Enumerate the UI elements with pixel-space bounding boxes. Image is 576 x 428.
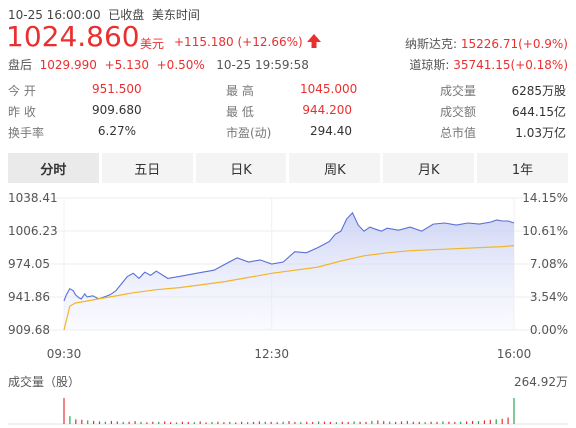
after-hours-label: 盘后	[8, 58, 33, 72]
tab-5day[interactable]: 五日	[101, 153, 193, 183]
prev-close-value: 909.680	[92, 103, 142, 117]
volume-max-label: 264.92万	[514, 375, 568, 389]
price-change: +115.180 (+12.66%)	[174, 35, 303, 49]
tab-monthly-k[interactable]: 月K	[383, 153, 475, 183]
volume-value: 6285万股	[511, 84, 566, 98]
volume-axis-label: 成交量（股）	[8, 374, 80, 389]
high-value: 1045.000	[300, 82, 358, 96]
timezone: 美东时间	[151, 8, 200, 22]
amount-label: 成交额	[440, 105, 477, 119]
currency: 美元	[140, 37, 165, 51]
after-hours-price: 1029.990	[39, 58, 97, 72]
turnover-label: 换手率	[8, 126, 45, 140]
x-tick-label: 16:00	[497, 347, 532, 361]
tab-1year[interactable]: 1年	[477, 153, 568, 183]
x-tick-label: 09:30	[47, 347, 82, 361]
after-hours-pct: +0.50%	[156, 58, 205, 72]
after-hours-time: 10-25 19:59:58	[216, 58, 309, 72]
pe-label: 市盈(动)	[226, 126, 272, 140]
after-hours-change: +5.130	[104, 58, 149, 72]
index-name: 道琼斯:	[409, 58, 450, 72]
period-tabs: 分时 五日 日K 周K 月K 1年	[8, 153, 568, 183]
y-tick-label-left: 974.05	[8, 257, 50, 271]
y-tick-label-right: 10.61%	[522, 224, 568, 238]
open-label: 今 开	[8, 84, 36, 98]
after-hours: 盘后 1029.990 +5.130 +0.50% 10-25 19:59:58	[8, 56, 309, 73]
volume-label: 成交量	[440, 84, 477, 98]
up-arrow-icon	[307, 34, 321, 48]
y-tick-label-right: 14.15%	[522, 191, 568, 205]
intraday-chart[interactable]: 1038.41 1006.23 974.05 941.86 909.68 14.15% 10…	[0, 186, 576, 428]
y-tick-label-left: 1038.41	[8, 191, 58, 205]
index-value: 15226.71(+0.9%)	[460, 37, 568, 51]
y-tick-label-right: 0.00%	[530, 323, 568, 337]
pe-value: 294.40	[310, 124, 352, 138]
tab-weekly-k[interactable]: 周K	[289, 153, 381, 183]
y-tick-label-left: 1006.23	[8, 224, 58, 238]
market-cap-value: 1.03万亿	[515, 126, 566, 140]
high-label: 最 高	[226, 84, 254, 98]
prev-close-label: 昨 收	[8, 105, 36, 119]
turnover-value: 6.27%	[97, 124, 136, 138]
index-name: 纳斯达克:	[404, 37, 457, 51]
last-price: 1024.860	[6, 20, 140, 53]
average-price-line	[63, 245, 515, 331]
index-nasdaq[interactable]: 纳斯达克: 15226.71(+0.9%)	[405, 35, 568, 52]
y-tick-label-left: 909.68	[8, 323, 50, 337]
index-value: 35741.15(+0.18%)	[453, 58, 568, 72]
index-dow[interactable]: 道琼斯: 35741.15(+0.18%)	[409, 56, 568, 73]
y-tick-label-right: 3.54%	[530, 290, 568, 304]
datetime: 10-25 16:00:00	[8, 8, 101, 22]
amount-value: 644.15亿	[512, 105, 566, 119]
low-value: 944.200	[302, 103, 352, 117]
low-label: 最 低	[226, 105, 254, 119]
open-value: 951.500	[92, 82, 142, 96]
price-line	[63, 211, 515, 302]
tab-daily-k[interactable]: 日K	[195, 153, 287, 183]
market-cap-label: 总市值	[440, 126, 477, 140]
tab-intraday[interactable]: 分时	[8, 153, 99, 183]
y-tick-label-left: 941.86	[8, 290, 50, 304]
market-status: 已收盘	[108, 8, 145, 22]
quote-datetime: 10-25 16:00:00 已收盘 美东时间	[8, 6, 200, 23]
x-tick-label: 12:30	[254, 347, 289, 361]
y-tick-label-right: 7.08%	[530, 257, 568, 271]
